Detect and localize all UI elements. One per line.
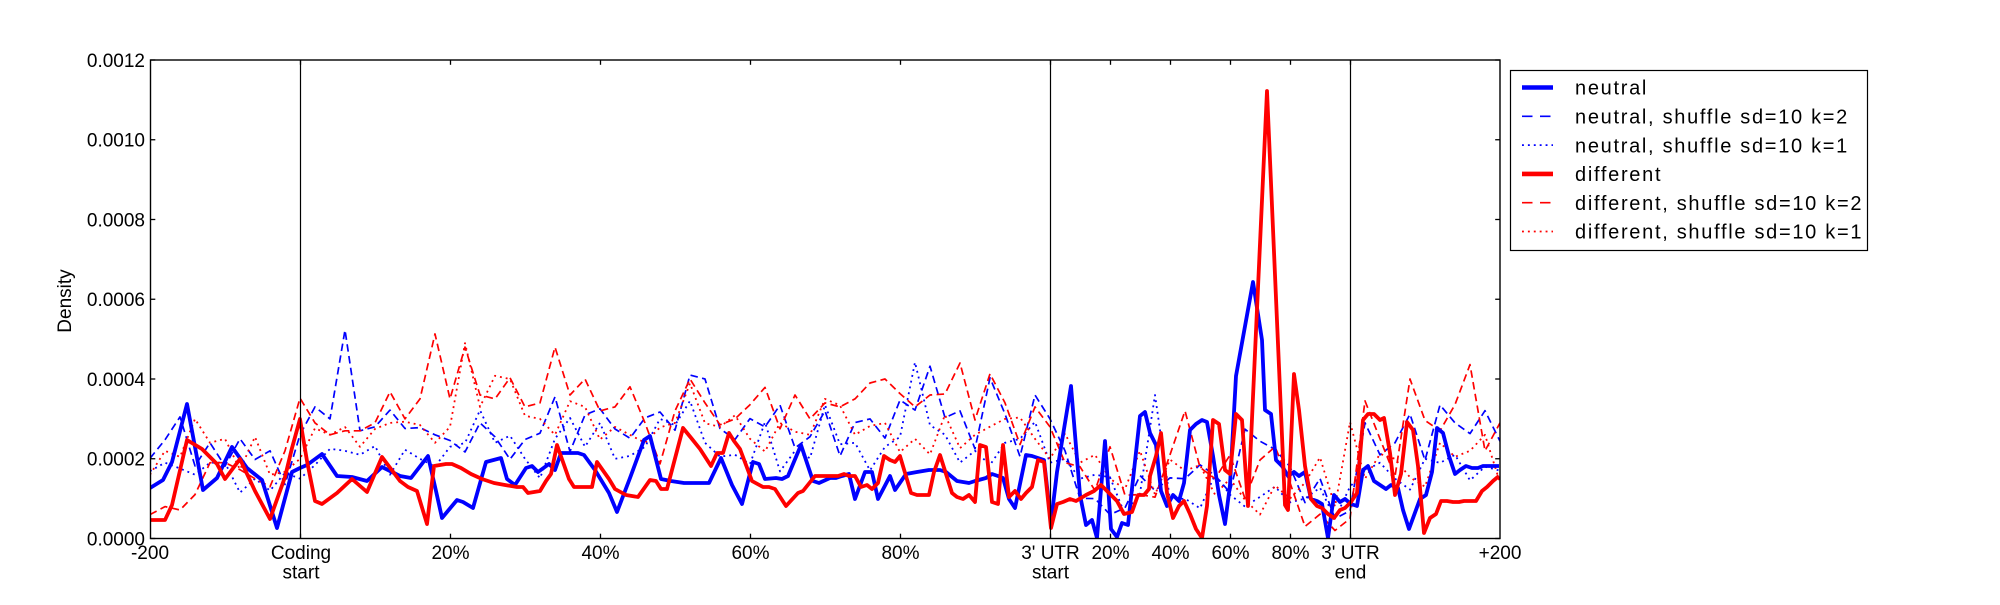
svg-text:-200: -200: [131, 543, 169, 564]
svg-text:neutral, shuffle sd=10 k=1: neutral, shuffle sd=10 k=1: [1575, 135, 1849, 157]
svg-text:0.0002: 0.0002: [87, 450, 145, 471]
svg-text:40%: 40%: [581, 543, 619, 564]
svg-text:neutral, shuffle sd=10 k=2: neutral, shuffle sd=10 k=2: [1575, 107, 1849, 129]
svg-text:0.0000: 0.0000: [87, 529, 145, 550]
svg-text:different, shuffle sd=10 k=1: different, shuffle sd=10 k=1: [1575, 222, 1863, 244]
svg-text:60%: 60%: [731, 543, 769, 564]
svg-text:different: different: [1575, 164, 1662, 186]
svg-text:start: start: [1032, 563, 1070, 584]
svg-text:0.0012: 0.0012: [87, 51, 145, 72]
svg-text:0.0006: 0.0006: [87, 290, 145, 311]
svg-text:80%: 80%: [1271, 543, 1309, 564]
svg-text:different, shuffle sd=10 k=2: different, shuffle sd=10 k=2: [1575, 193, 1863, 215]
svg-text:start: start: [283, 563, 321, 584]
svg-text:0.0010: 0.0010: [87, 131, 145, 152]
svg-text:3' UTR: 3' UTR: [1021, 543, 1080, 564]
svg-text:20%: 20%: [431, 543, 469, 564]
svg-text:end: end: [1335, 563, 1367, 584]
svg-text:+200: +200: [1479, 543, 1522, 564]
svg-text:Coding: Coding: [271, 543, 331, 564]
svg-text:80%: 80%: [881, 543, 919, 564]
svg-text:3' UTR: 3' UTR: [1321, 543, 1380, 564]
svg-text:60%: 60%: [1211, 543, 1249, 564]
svg-text:0.0004: 0.0004: [87, 370, 146, 391]
svg-text:Density: Density: [55, 269, 76, 333]
svg-text:20%: 20%: [1091, 543, 1129, 564]
svg-text:0.0008: 0.0008: [87, 210, 145, 231]
svg-text:40%: 40%: [1151, 543, 1189, 564]
svg-text:neutral: neutral: [1575, 78, 1648, 100]
